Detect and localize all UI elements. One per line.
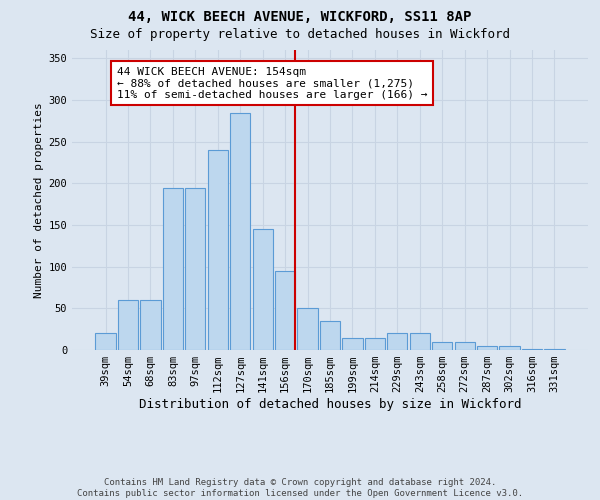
Bar xyxy=(208,150,228,350)
Bar xyxy=(343,338,362,350)
X-axis label: Distribution of detached houses by size in Wickford: Distribution of detached houses by size … xyxy=(139,398,521,411)
Bar xyxy=(95,334,116,350)
Y-axis label: Number of detached properties: Number of detached properties xyxy=(34,102,44,298)
Bar xyxy=(275,271,295,350)
Bar xyxy=(320,321,340,350)
Text: 44 WICK BEECH AVENUE: 154sqm
← 88% of detached houses are smaller (1,275)
11% of: 44 WICK BEECH AVENUE: 154sqm ← 88% of de… xyxy=(117,66,427,100)
Bar xyxy=(522,349,542,350)
Bar xyxy=(432,342,452,350)
Bar xyxy=(455,342,475,350)
Bar xyxy=(163,188,183,350)
Text: Size of property relative to detached houses in Wickford: Size of property relative to detached ho… xyxy=(90,28,510,41)
Bar xyxy=(499,346,520,350)
Bar xyxy=(140,300,161,350)
Bar xyxy=(387,334,407,350)
Bar xyxy=(185,188,205,350)
Bar xyxy=(118,300,138,350)
Bar xyxy=(253,229,273,350)
Bar xyxy=(230,112,250,350)
Bar xyxy=(544,349,565,350)
Text: 44, WICK BEECH AVENUE, WICKFORD, SS11 8AP: 44, WICK BEECH AVENUE, WICKFORD, SS11 8A… xyxy=(128,10,472,24)
Bar xyxy=(410,334,430,350)
Text: Contains HM Land Registry data © Crown copyright and database right 2024.
Contai: Contains HM Land Registry data © Crown c… xyxy=(77,478,523,498)
Bar xyxy=(477,346,497,350)
Bar xyxy=(298,308,317,350)
Bar xyxy=(365,338,385,350)
